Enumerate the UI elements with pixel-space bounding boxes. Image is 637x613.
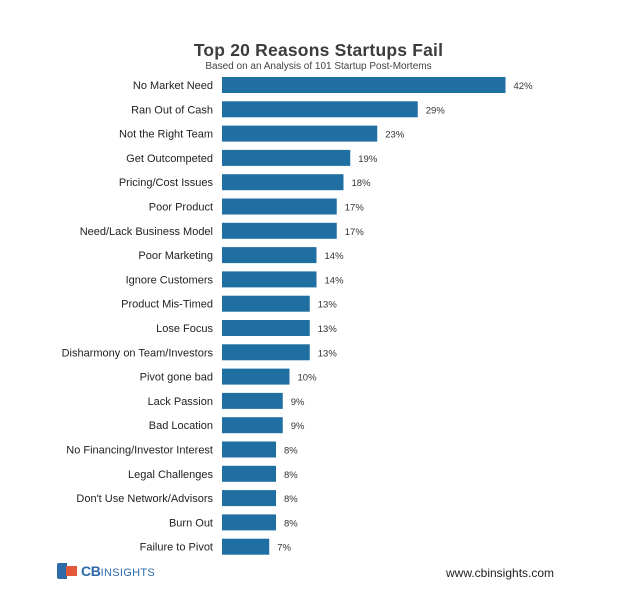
bar [222,295,310,312]
bar [222,320,310,336]
bar [222,344,310,361]
category-label: Pivot gone bad [140,372,213,384]
bar [222,101,418,118]
category-label: Lack Passion [148,396,213,408]
value-label: 9% [291,421,305,432]
bar [222,271,317,288]
category-label: Burn Out [169,517,213,529]
value-label: 13% [318,348,338,359]
value-label: 42% [514,81,534,92]
logo-wordmark: CBINSIGHTS [81,563,155,579]
value-label: 17% [345,227,365,238]
logo-main-text: CB [81,563,101,579]
value-label: 8% [284,446,298,457]
value-label: 18% [352,178,372,189]
bar [222,222,337,239]
bar [222,198,337,215]
value-label: 13% [318,300,338,311]
bar [222,465,276,482]
category-label: Poor Product [149,202,213,214]
bar [222,417,283,434]
bar [222,392,283,409]
value-label: 29% [426,105,446,116]
category-label: Bad Location [149,420,213,432]
chart-title: Top 20 Reasons Startups Fail [193,40,444,60]
category-label: Get Outcompeted [126,153,213,165]
value-label: 8% [284,518,298,529]
category-label: Don't Use Network/Advisors [76,493,213,505]
category-label: Need/Lack Business Model [80,226,213,238]
bar [222,538,270,555]
category-label: Poor Marketing [138,250,213,262]
category-label: Failure to Pivot [140,542,213,554]
category-label: Pricing/Cost Issues [119,177,214,189]
category-label: Ignore Customers [126,274,214,286]
category-label: Legal Challenges [128,469,214,481]
value-label: 17% [345,203,365,214]
bar [222,368,290,385]
value-label: 23% [385,130,405,141]
value-label: 14% [325,251,345,262]
bar [222,514,276,531]
website-url: www.cbinsights.com [446,566,555,580]
category-label: No Financing/Investor Interest [66,445,213,457]
value-label: 7% [277,543,291,554]
value-label: 10% [298,373,318,384]
category-label: Disharmony on Team/Investors [62,347,214,359]
value-label: 8% [284,470,298,481]
category-label: Not the Right Team [119,129,213,141]
category-label: Product Mis-Timed [121,299,213,311]
bar [222,441,276,458]
cb-insights-logo: CBINSIGHTS [57,563,155,579]
value-label: 19% [358,154,378,165]
cb-insights-logo-icon [57,563,77,579]
bar [222,149,351,166]
logo-sub-text: INSIGHTS [100,567,155,579]
value-label: 13% [318,324,338,335]
chart-subtitle: Based on an Analysis of 101 Startup Post… [205,61,432,72]
bar [222,77,506,93]
category-label: Ran Out of Cash [131,104,213,116]
value-label: 14% [325,275,345,286]
category-label: No Market Need [133,80,213,92]
bar [222,490,276,507]
bar [222,125,378,142]
category-label: Lose Focus [156,323,213,335]
bar [222,174,344,191]
value-label: 8% [284,494,298,505]
value-label: 9% [291,397,305,408]
bar [222,247,317,264]
